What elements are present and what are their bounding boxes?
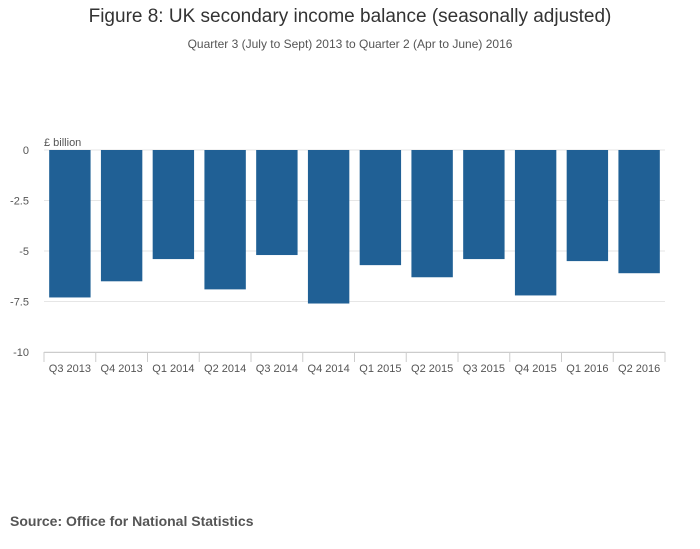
- x-tick-label: Q3 2014: [256, 363, 298, 375]
- x-tick-label: Q1 2015: [359, 363, 401, 375]
- x-tick-label: Q1 2014: [152, 363, 194, 375]
- bar[interactable]: [514, 150, 557, 296]
- x-tick-label: Q2 2015: [411, 363, 453, 375]
- chart-subtitle: Quarter 3 (July to Sept) 2013 to Quarter…: [187, 37, 513, 51]
- bar[interactable]: [307, 150, 350, 304]
- bar[interactable]: [100, 150, 143, 282]
- y-tick-label: -2.5: [10, 196, 29, 208]
- bar[interactable]: [411, 150, 453, 278]
- bar[interactable]: [256, 150, 298, 256]
- bar[interactable]: [566, 150, 609, 262]
- x-tick-label: Q1 2016: [566, 363, 608, 375]
- x-tick-label: Q3 2013: [49, 363, 91, 375]
- bar[interactable]: [618, 150, 660, 274]
- x-tick-labels: Q3 2013 Q4 2013 Q1 2014 Q2 2014 Q3 2014 Q4 20…: [43, 352, 666, 375]
- x-tick-label: Q4 2014: [308, 363, 350, 375]
- bar[interactable]: [463, 150, 505, 260]
- chart-title: Figure 8: UK secondary income balance (s…: [88, 6, 612, 27]
- y-tick-label: -10: [13, 347, 29, 359]
- y-tick-label: -7.5: [10, 297, 29, 309]
- source-note: Source: Office for National Statistics: [10, 513, 254, 529]
- x-tick-label: Q3 2015: [463, 363, 505, 375]
- y-axis-unit-label: £ billion: [44, 137, 81, 149]
- x-tick-label: Q4 2015: [515, 363, 557, 375]
- bar[interactable]: [359, 150, 402, 266]
- y-tick-labels: 0 -2.5 -5 -7.5 -10: [10, 145, 29, 359]
- x-tick-label: Q2 2014: [204, 363, 246, 375]
- x-tick-label: Q4 2013: [101, 363, 143, 375]
- bars: [49, 150, 660, 304]
- bar[interactable]: [204, 150, 246, 290]
- bar[interactable]: [49, 150, 91, 298]
- y-tick-label: -5: [19, 246, 29, 258]
- y-tick-label: 0: [23, 145, 29, 157]
- x-tick-label: Q2 2016: [618, 363, 660, 375]
- bar[interactable]: [152, 150, 195, 260]
